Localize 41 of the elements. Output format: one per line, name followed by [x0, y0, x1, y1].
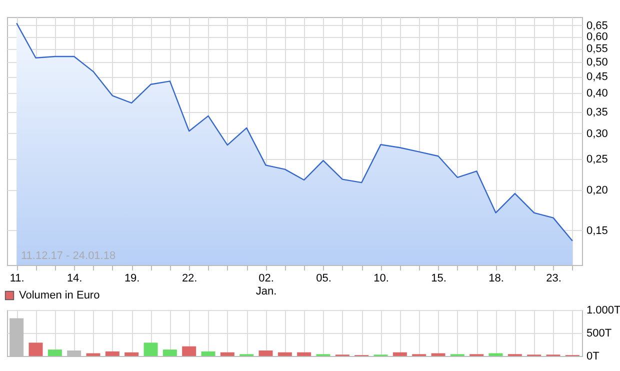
- bar: [144, 342, 158, 356]
- y-tick-label: 0,60: [586, 31, 608, 44]
- y-tick-label: 0,25: [586, 153, 608, 166]
- x-tick-label: 02. Jan.: [256, 272, 277, 298]
- bar: [431, 353, 446, 356]
- x-tick-label: 10.: [374, 272, 389, 284]
- annotation: 11.12.17 - 24.01.18: [21, 250, 116, 262]
- x-tick-label: 22.: [182, 272, 198, 284]
- bar: [258, 350, 273, 356]
- x-tick-label: 18.: [488, 272, 504, 284]
- bar: [392, 352, 407, 356]
- y-tick-label: 0,20: [586, 184, 608, 197]
- bar: [124, 352, 139, 356]
- y-tick-label: 0,15: [586, 224, 608, 237]
- y-tick-label: 0T: [586, 350, 600, 362]
- bar: [488, 353, 503, 356]
- bar: [105, 351, 120, 356]
- x-tick-label: 15.: [431, 272, 446, 284]
- x-tick-label: 14.: [66, 272, 82, 284]
- x-tick-label: 05.: [316, 272, 332, 284]
- bar: [86, 353, 100, 356]
- x-tick-label: 19.: [124, 272, 140, 284]
- y-tick-label: 0,35: [586, 106, 608, 118]
- y-tick-label: 0,50: [586, 56, 608, 69]
- legend-label: Volumen in Euro: [19, 290, 100, 302]
- bar: [182, 346, 196, 356]
- bar: [220, 352, 234, 356]
- bar: [48, 350, 62, 356]
- x-tick-label: 11.: [10, 272, 24, 284]
- y-tick-label: 500T: [586, 328, 612, 340]
- bar: [297, 352, 312, 356]
- bar: [201, 351, 216, 356]
- y-tick-label: 0,40: [586, 88, 608, 100]
- bar: [28, 342, 43, 356]
- y-tick-label: 0,45: [586, 71, 608, 84]
- bar: [278, 352, 292, 356]
- y-tick-label: 0,55: [586, 43, 608, 56]
- y-tick-label: 0,30: [586, 128, 608, 140]
- x-tick-label: 23.: [546, 272, 562, 284]
- bar: [162, 350, 177, 356]
- y-tick-label: 0,65: [586, 20, 608, 32]
